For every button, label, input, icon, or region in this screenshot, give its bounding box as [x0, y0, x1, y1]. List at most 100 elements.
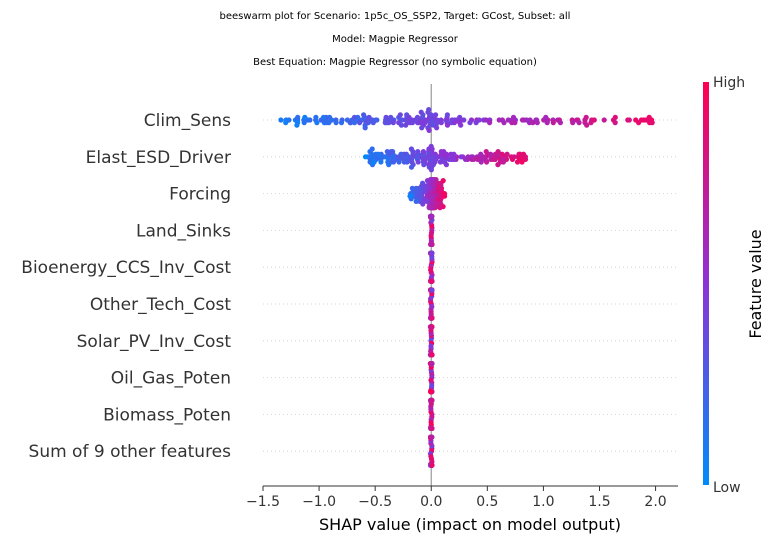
shap-point: [428, 434, 434, 440]
shap-point: [492, 156, 498, 162]
shap-point: [418, 109, 424, 115]
chart-subtitle-equation: Best Equation: Magpie Regressor (no symb…: [253, 57, 537, 68]
colorbar-high-label: High: [713, 75, 745, 91]
shap-point: [487, 120, 493, 126]
shap-point: [362, 125, 368, 131]
shap-point: [384, 149, 390, 155]
shap-point: [414, 114, 421, 120]
shap-point: [390, 120, 396, 126]
shap-point: [326, 120, 332, 126]
shap-point: [388, 114, 394, 120]
shap-point: [649, 120, 655, 126]
shap-point: [413, 185, 419, 191]
x-tick-label: 1.5: [588, 494, 610, 510]
shap-point: [398, 122, 404, 128]
x-tick-label: −0.5: [358, 494, 392, 510]
shap-point: [348, 120, 354, 126]
shap-point: [557, 120, 564, 126]
shap-point: [510, 114, 517, 120]
shap-point: [576, 120, 582, 126]
shap-point: [313, 114, 319, 120]
shap-point: [419, 125, 425, 131]
x-tick-label: 2.0: [644, 494, 666, 510]
shap-point: [428, 278, 435, 284]
shap-point: [442, 193, 448, 199]
x-axis-label: SHAP value (impact on model output): [319, 515, 621, 534]
shap-point: [378, 159, 384, 165]
shap-point: [465, 156, 471, 162]
x-tick-label: −1.5: [246, 494, 280, 510]
shap-point: [428, 205, 434, 211]
feature-label: Biomass_Poten: [103, 405, 231, 425]
shap-point: [471, 156, 477, 162]
shap-point: [426, 107, 432, 113]
shap-point: [438, 149, 444, 155]
shap-point: [416, 120, 422, 126]
shap-point: [488, 151, 494, 157]
feature-label: Bioenergy_CCS_Inv_Cost: [21, 258, 231, 278]
feature-label: Land_Sinks: [136, 221, 231, 241]
shap-point: [478, 151, 484, 157]
shap-point: [500, 159, 506, 165]
colorbar-axis-label: Feature value: [746, 229, 765, 338]
feature-label: Sum of 9 other features: [29, 442, 232, 462]
shap-point: [429, 315, 435, 321]
shap-point: [446, 156, 452, 162]
shap-point: [544, 120, 550, 126]
shap-point: [457, 114, 463, 120]
shap-point: [426, 127, 432, 133]
shap-point: [351, 114, 358, 120]
shap-point: [320, 114, 327, 120]
feature-label: Clim_Sens: [144, 111, 231, 131]
shap-point: [440, 178, 446, 184]
shap-point: [467, 120, 473, 126]
shap-point: [401, 159, 407, 165]
x-tick-label: −1.0: [302, 494, 336, 510]
shap-point: [421, 162, 427, 168]
shap-point: [530, 120, 536, 126]
shap-point: [458, 154, 464, 160]
shap-point: [366, 114, 372, 120]
shap-point: [514, 159, 521, 165]
shap-point: [484, 159, 490, 165]
shap-point: [413, 198, 419, 204]
shap-point: [519, 117, 526, 123]
shap-point: [428, 361, 435, 367]
shap-point: [428, 425, 434, 431]
shap-point: [601, 117, 607, 123]
feature-gridlines: [263, 119, 678, 452]
shap-point: [390, 159, 397, 165]
shap-point: [428, 177, 434, 183]
shap-point: [646, 114, 652, 120]
shap-point: [422, 120, 428, 126]
shap-point: [420, 149, 426, 155]
shap-point: [428, 167, 434, 173]
shap-point: [429, 352, 435, 358]
beeswarm-points: [278, 107, 655, 468]
feature-label: Other_Tech_Cost: [90, 295, 231, 315]
shap-point: [612, 120, 618, 126]
shap-point: [641, 117, 647, 123]
shap-point: [505, 117, 511, 123]
shap-point: [428, 397, 434, 403]
shap-point: [433, 112, 439, 118]
shap-point: [382, 120, 388, 126]
shap-point: [570, 120, 576, 126]
shap-point: [397, 112, 403, 118]
shap-point: [534, 120, 540, 126]
shap-point: [444, 122, 451, 128]
shap-point: [428, 112, 434, 118]
shap-point: [496, 117, 502, 123]
shap-point: [415, 159, 421, 165]
shap-point: [409, 120, 416, 126]
shap-point: [435, 180, 441, 186]
shap-point: [483, 117, 489, 123]
shap-point: [495, 162, 501, 168]
shap-point: [499, 151, 505, 157]
x-tick-label: 0.0: [420, 494, 442, 510]
shap-point: [588, 120, 594, 126]
shap-point: [504, 151, 510, 157]
shap-point: [301, 120, 307, 126]
shap-point: [333, 120, 339, 126]
